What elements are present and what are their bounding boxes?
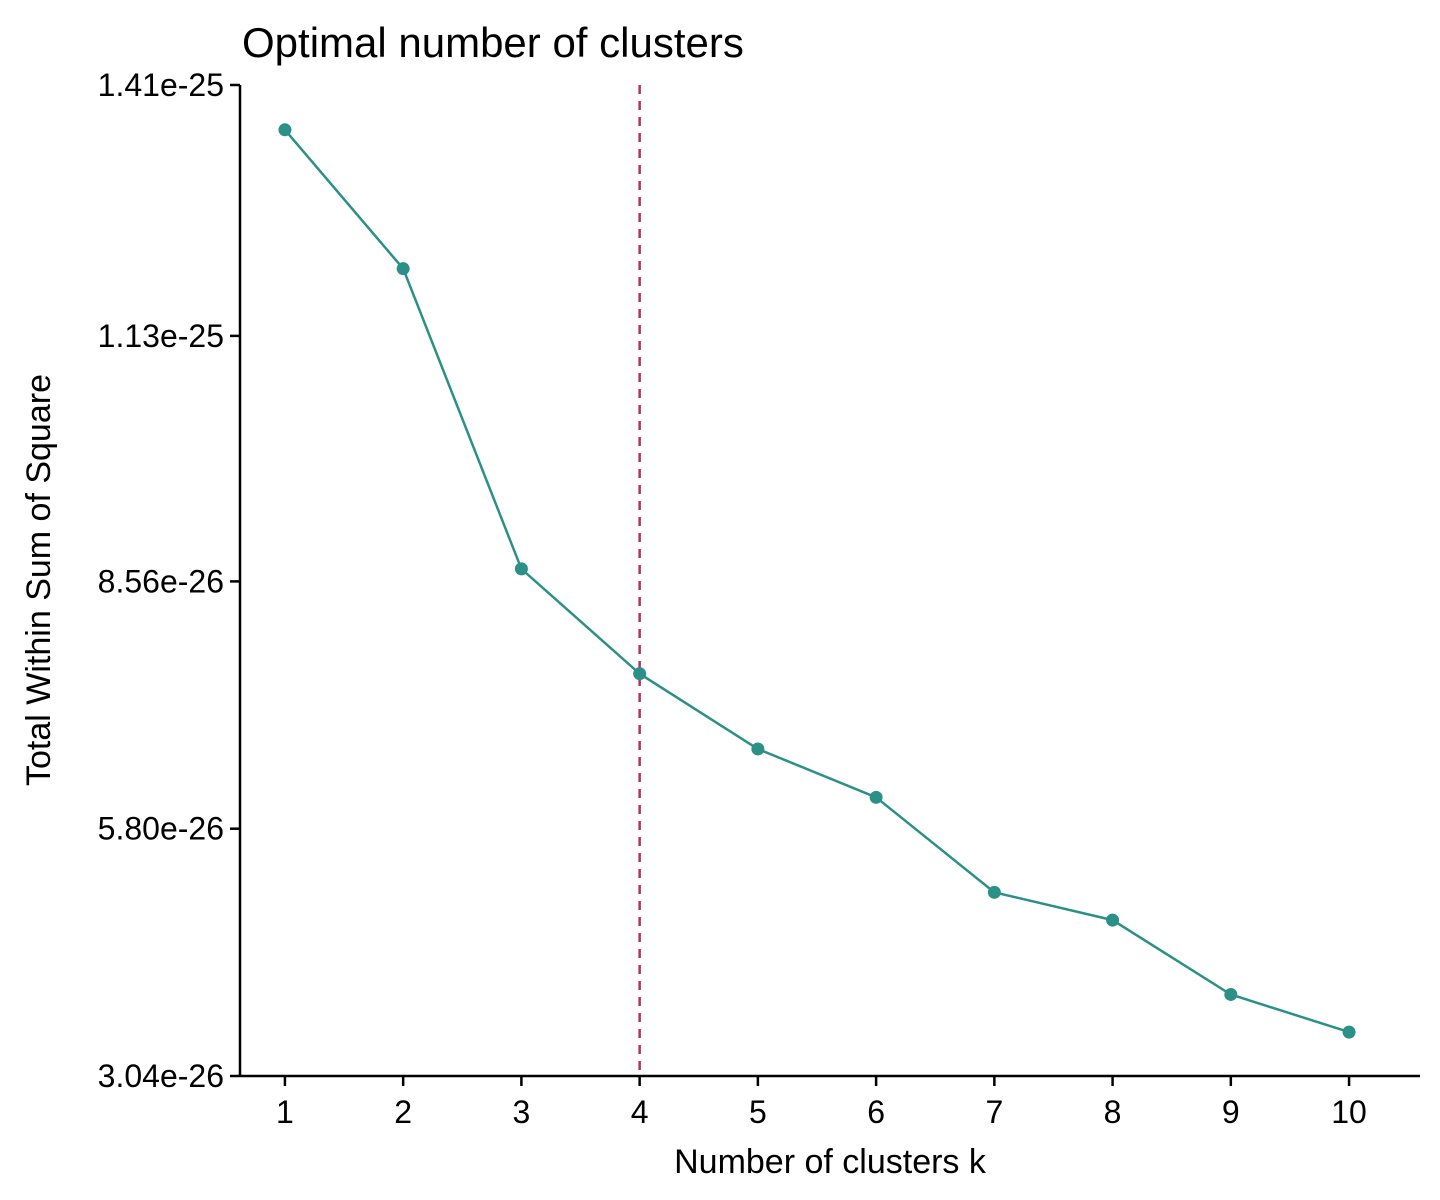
data-point <box>1224 987 1238 1001</box>
x-tick-label: 2 <box>394 1094 412 1130</box>
x-tick-label: 10 <box>1331 1094 1367 1130</box>
y-tick-label: 5.80e-26 <box>98 811 224 847</box>
y-tick-label: 8.56e-26 <box>98 563 224 599</box>
y-axis-title: Total Within Sum of Square <box>20 374 58 786</box>
y-tick-label: 3.04e-26 <box>98 1058 224 1094</box>
y-tick-label: 1.41e-25 <box>98 67 224 103</box>
data-point <box>1106 913 1120 927</box>
x-tick-label: 6 <box>867 1094 885 1130</box>
y-tick-label: 1.13e-25 <box>98 318 224 354</box>
data-point <box>751 742 765 756</box>
x-tick-label: 5 <box>749 1094 767 1130</box>
x-tick-label: 8 <box>1104 1094 1122 1130</box>
x-tick-label: 3 <box>513 1094 531 1130</box>
data-point <box>278 123 292 137</box>
x-axis-title: Number of clusters k <box>674 1143 987 1181</box>
y-axis-ticks: 3.04e-26 5.80e-26 8.56e-26 1.13e-25 1.41e-25 <box>98 67 240 1094</box>
data-point <box>514 562 528 576</box>
x-tick-label: 7 <box>985 1094 1003 1130</box>
data-point <box>987 885 1001 899</box>
data-point <box>633 667 647 681</box>
series-line <box>283 128 1350 1034</box>
x-tick-label: 9 <box>1222 1094 1240 1130</box>
chart-title: Optimal number of clusters <box>242 19 744 66</box>
plot-area <box>278 85 1356 1076</box>
x-axis-ticks: 1 2 3 4 5 6 7 8 9 10 <box>276 1076 1367 1130</box>
data-point <box>396 262 410 276</box>
data-point <box>1342 1025 1356 1039</box>
x-tick-label: 4 <box>631 1094 649 1130</box>
x-tick-label: 1 <box>276 1094 294 1130</box>
data-point <box>869 790 883 804</box>
